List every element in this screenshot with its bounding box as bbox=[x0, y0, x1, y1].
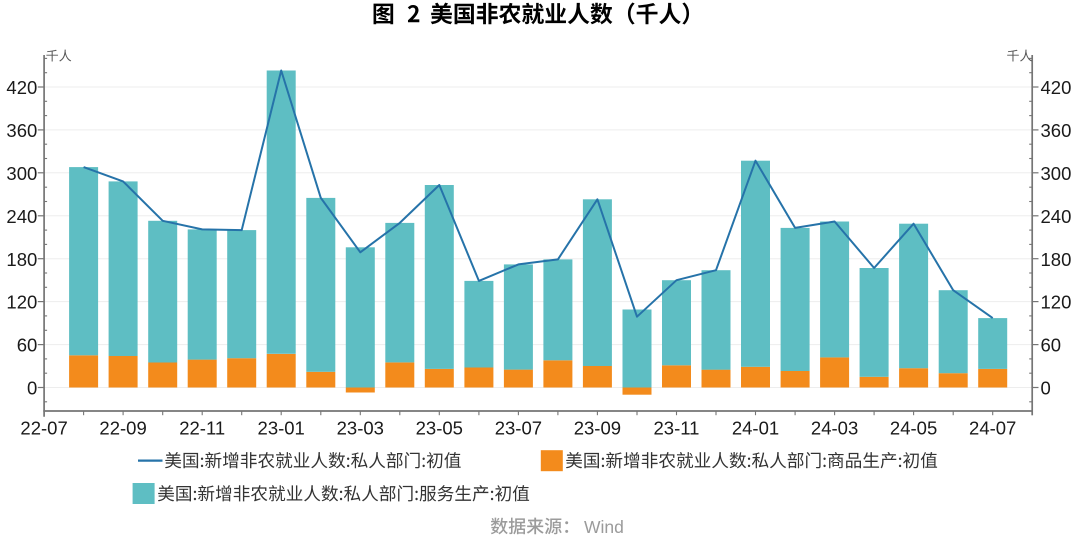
svg-text:Wind: Wind bbox=[584, 517, 624, 537]
svg-text:300: 300 bbox=[1041, 163, 1072, 184]
svg-text:24-05: 24-05 bbox=[890, 418, 937, 439]
svg-text:23-01: 23-01 bbox=[258, 418, 305, 439]
svg-text:420: 420 bbox=[1041, 77, 1072, 98]
svg-text:23-03: 23-03 bbox=[337, 418, 384, 439]
svg-text:23-11: 23-11 bbox=[654, 418, 700, 439]
svg-text:24-01: 24-01 bbox=[732, 418, 779, 439]
svg-text:60: 60 bbox=[17, 335, 38, 356]
svg-text:23-09: 23-09 bbox=[574, 418, 621, 439]
svg-text:22-09: 22-09 bbox=[99, 418, 146, 439]
svg-text:22-07: 22-07 bbox=[20, 418, 67, 439]
svg-text:24-07: 24-07 bbox=[969, 418, 1016, 439]
svg-text:240: 240 bbox=[1041, 206, 1072, 227]
svg-text:60: 60 bbox=[1041, 335, 1062, 356]
svg-text:240: 240 bbox=[6, 206, 37, 227]
svg-text:420: 420 bbox=[6, 77, 37, 98]
svg-text:120: 120 bbox=[1041, 292, 1072, 313]
svg-text:300: 300 bbox=[6, 163, 37, 184]
svg-text:180: 180 bbox=[6, 249, 37, 270]
svg-text:120: 120 bbox=[6, 292, 37, 313]
svg-text:360: 360 bbox=[1041, 120, 1072, 141]
svg-text:180: 180 bbox=[1041, 249, 1072, 270]
svg-text:0: 0 bbox=[27, 378, 37, 399]
svg-text:360: 360 bbox=[6, 120, 37, 141]
svg-text:0: 0 bbox=[1041, 378, 1051, 399]
svg-text:23-07: 23-07 bbox=[495, 418, 542, 439]
svg-text:23-05: 23-05 bbox=[416, 418, 463, 439]
svg-text:24-03: 24-03 bbox=[811, 418, 858, 439]
svg-text:22-11: 22-11 bbox=[179, 418, 225, 439]
